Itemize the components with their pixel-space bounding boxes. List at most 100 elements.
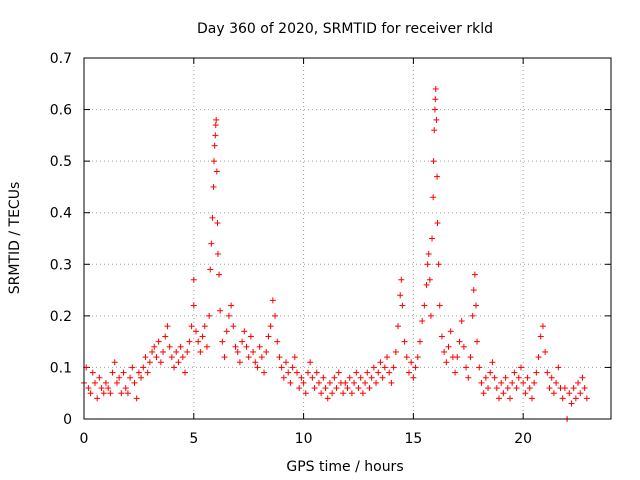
data-point	[230, 323, 237, 330]
data-point	[454, 354, 461, 361]
data-point	[186, 338, 193, 345]
data-point	[241, 328, 248, 335]
data-point	[517, 364, 524, 371]
data-point	[291, 354, 298, 361]
data-point	[135, 369, 142, 376]
data-point	[550, 390, 557, 397]
data-point	[474, 338, 481, 345]
data-point	[401, 338, 408, 345]
data-point	[456, 338, 463, 345]
data-point	[313, 369, 320, 376]
data-point	[296, 385, 303, 392]
data-point	[100, 390, 107, 397]
data-point	[329, 390, 336, 397]
data-point	[278, 364, 285, 371]
data-point	[179, 354, 186, 361]
y-tick-label: 0.1	[50, 360, 72, 376]
data-point	[344, 385, 351, 392]
data-point	[390, 364, 397, 371]
data-point	[124, 390, 131, 397]
data-point	[122, 385, 129, 392]
data-point	[138, 374, 145, 381]
data-point	[522, 390, 529, 397]
data-point	[408, 359, 415, 366]
data-point	[469, 312, 476, 319]
data-point	[476, 364, 483, 371]
data-point	[447, 328, 454, 335]
data-point	[307, 359, 314, 366]
data-point	[375, 369, 382, 376]
data-point	[322, 385, 329, 392]
data-point	[511, 369, 518, 376]
data-point	[203, 343, 210, 350]
data-point	[236, 359, 243, 366]
data-point	[515, 374, 522, 381]
data-point	[426, 276, 433, 283]
data-point	[267, 323, 274, 330]
data-point	[377, 359, 384, 366]
grid-lines	[84, 58, 611, 419]
data-point	[430, 158, 437, 165]
data-point	[493, 385, 500, 392]
data-point	[432, 85, 439, 92]
data-point	[419, 318, 426, 325]
x-axis-label: GPS time / hours	[286, 459, 403, 475]
data-point	[91, 379, 98, 386]
data-point	[577, 390, 584, 397]
data-point	[370, 364, 377, 371]
data-point	[331, 374, 338, 381]
data-point	[373, 379, 380, 386]
data-point	[120, 369, 127, 376]
data-point	[435, 261, 442, 268]
data-point	[211, 142, 218, 149]
data-point	[221, 354, 228, 361]
data-point	[431, 127, 438, 134]
data-point	[392, 348, 399, 355]
data-point	[197, 348, 204, 355]
data-point	[429, 235, 436, 242]
data-points	[81, 85, 590, 422]
data-point	[421, 302, 428, 309]
tick-marks	[83, 57, 611, 420]
data-point	[395, 323, 402, 330]
data-point	[216, 271, 223, 278]
data-point	[398, 276, 405, 283]
data-point	[214, 250, 221, 257]
data-point	[524, 374, 531, 381]
data-point	[213, 168, 220, 175]
data-point	[184, 348, 191, 355]
data-point	[107, 390, 114, 397]
data-point	[482, 374, 489, 381]
data-point	[526, 385, 533, 392]
plot-frame	[83, 57, 612, 420]
data-point	[209, 214, 216, 221]
data-point	[199, 333, 206, 340]
data-point	[531, 379, 538, 386]
data-point	[467, 354, 474, 361]
data-point	[581, 385, 588, 392]
data-point	[85, 385, 92, 392]
data-point	[131, 379, 138, 386]
data-point	[127, 374, 134, 381]
data-point	[438, 333, 445, 340]
data-point	[425, 250, 432, 257]
data-point	[414, 354, 421, 361]
data-point	[458, 318, 465, 325]
x-tick-label: 20	[514, 431, 532, 447]
y-tick-label: 0.3	[50, 257, 72, 273]
data-point	[315, 379, 322, 386]
data-point	[311, 385, 318, 392]
y-tick-label: 0.5	[50, 154, 72, 170]
data-point	[433, 116, 440, 123]
y-tick-label: 0	[63, 412, 72, 428]
data-point	[465, 374, 472, 381]
data-point	[208, 240, 215, 247]
data-point	[118, 390, 125, 397]
data-point	[213, 116, 220, 123]
y-tick-label: 0.4	[50, 206, 72, 222]
data-point	[140, 364, 147, 371]
data-point	[173, 348, 180, 355]
data-point	[245, 354, 252, 361]
data-point	[335, 369, 342, 376]
